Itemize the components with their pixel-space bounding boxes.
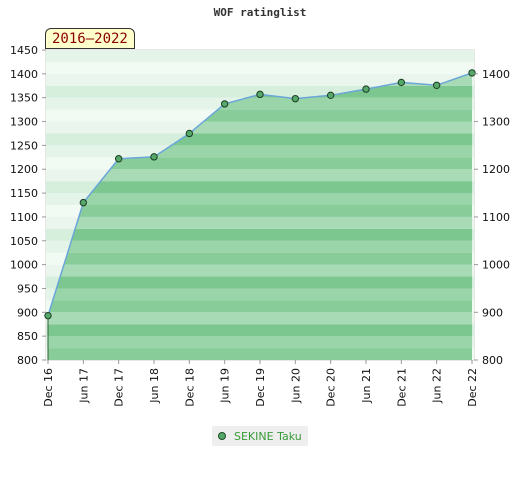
x-tick-label: Dec 19 [254, 368, 267, 407]
area-band [48, 157, 472, 170]
y-right-tick-label: 1200 [482, 163, 510, 176]
y-right-tick-label: 900 [482, 306, 503, 319]
area-band [48, 216, 472, 229]
data-point [185, 129, 194, 138]
area-band [48, 312, 472, 325]
y-left-tick-label: 900 [17, 306, 38, 319]
x-tick-label: Jun 18 [148, 368, 161, 404]
data-point [432, 81, 441, 89]
y-right-tick-label: 1400 [482, 68, 510, 81]
x-tick-label: Jun 22 [431, 368, 444, 404]
legend[interactable]: SEKINE Taku [212, 426, 308, 446]
data-point [79, 198, 88, 207]
data-point [397, 78, 406, 87]
data-point [291, 94, 300, 103]
area-band [48, 97, 472, 110]
area-band [48, 348, 472, 360]
x-tick-label: Dec 20 [325, 368, 338, 407]
y-left-tick-label: 1250 [10, 139, 38, 152]
area-band [48, 121, 472, 134]
y-left-tick-label: 1050 [10, 235, 38, 248]
area-band [48, 264, 472, 277]
data-point [326, 91, 335, 100]
area-band [48, 276, 472, 289]
background-band [46, 73, 474, 86]
area-band [48, 324, 472, 337]
y-right-tick-label: 1000 [482, 259, 510, 272]
data-point [256, 90, 264, 99]
x-tick-label: Dec 17 [113, 368, 126, 407]
data-point [150, 153, 158, 161]
area-band [48, 205, 472, 217]
y-right-tick-label: 1300 [482, 116, 510, 129]
x-tick-label: Jun 20 [289, 368, 302, 404]
x-tick-label: Jun 21 [360, 368, 373, 404]
data-point [220, 100, 229, 108]
y-right-tick-label: 1100 [482, 211, 510, 224]
x-tick-label: Dec 18 [183, 368, 196, 407]
legend-label: SEKINE Taku [234, 429, 302, 443]
x-tick-label: Jun 19 [219, 368, 232, 404]
area-band [48, 336, 472, 349]
area-band [48, 300, 472, 313]
y-left-tick-label: 1300 [10, 116, 38, 129]
area-band [48, 240, 472, 253]
area-band [48, 193, 472, 205]
y-left-tick-label: 1350 [10, 92, 38, 105]
area-band [48, 109, 472, 122]
y-right-tick-label: 800 [482, 354, 503, 367]
x-tick-label: Dec 22 [466, 368, 479, 407]
area-band [48, 133, 472, 146]
y-left-tick-label: 850 [17, 330, 38, 343]
y-left-tick-label: 1200 [10, 163, 38, 176]
chart-title: WOF ratinglist [213, 6, 307, 19]
area-band [48, 288, 472, 301]
y-left-tick-label: 1450 [10, 44, 38, 57]
y-left-tick-label: 1100 [10, 211, 38, 224]
area-band [48, 228, 472, 241]
x-tick-label: Dec 16 [42, 368, 55, 407]
background-band [46, 50, 474, 62]
background-band [46, 61, 474, 74]
data-point [114, 155, 123, 163]
area-band [48, 252, 472, 265]
x-tick-label: Jun 17 [77, 368, 90, 404]
y-left-tick-label: 800 [17, 354, 38, 367]
legend-marker-icon [218, 432, 226, 440]
y-left-tick-label: 1400 [10, 68, 38, 81]
data-point [362, 85, 370, 93]
y-left-tick-label: 1150 [10, 187, 38, 200]
y-left-tick-label: 1000 [10, 259, 38, 272]
period-badge: 2016–2022 [45, 28, 135, 49]
x-tick-label: Dec 21 [395, 368, 408, 407]
y-left-tick-label: 950 [17, 282, 38, 295]
data-point [44, 311, 52, 320]
area-band [48, 181, 472, 194]
area-band [48, 145, 472, 158]
data-point [468, 69, 476, 77]
area-band [48, 169, 472, 182]
